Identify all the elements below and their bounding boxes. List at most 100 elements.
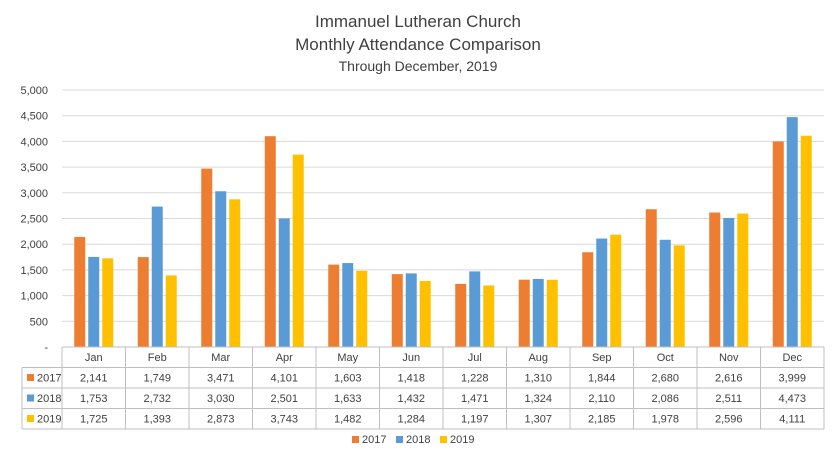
bar-2019-feb	[165, 275, 177, 347]
data-label: 1,228	[461, 373, 489, 385]
bar-2017-jul	[455, 283, 467, 347]
data-label: 2,873	[207, 414, 235, 426]
y-tick-label: -	[44, 342, 48, 354]
data-label: 1,284	[397, 414, 425, 426]
data-label: 2,501	[270, 393, 298, 405]
x-category-label: Apr	[276, 352, 293, 364]
data-label: 1,725	[80, 414, 108, 426]
x-category-label: Oct	[657, 352, 674, 364]
y-tick-label: 4,000	[20, 136, 48, 148]
y-tick-label: 2,500	[20, 214, 48, 226]
legend-swatch	[440, 436, 447, 443]
table-series-label: 2019	[37, 414, 61, 426]
bar-2019-aug	[546, 279, 558, 347]
data-label: 1,978	[651, 414, 679, 426]
bar-2018-sep	[596, 238, 608, 347]
data-label: 1,324	[524, 393, 552, 405]
x-category-label: Dec	[782, 352, 802, 364]
data-label: 1,197	[461, 414, 489, 426]
data-label: 1,471	[461, 393, 489, 405]
bar-2018-feb	[151, 206, 163, 347]
bar-2017-jan	[74, 236, 86, 347]
bar-2019-oct	[673, 245, 685, 347]
data-label: 2,680	[651, 373, 679, 385]
data-label: 1,432	[397, 393, 425, 405]
bar-2018-oct	[659, 239, 671, 347]
data-label: 2,086	[651, 393, 679, 405]
x-category-label: Sep	[592, 352, 612, 364]
bar-2018-jul	[469, 271, 481, 347]
x-category-label: Jun	[402, 352, 420, 364]
chart-title-line-1: Immanuel Lutheran Church	[315, 12, 521, 31]
data-label: 3,030	[207, 393, 235, 405]
data-label: 3,743	[270, 414, 298, 426]
table-series-label: 2018	[37, 393, 61, 405]
bar-2017-oct	[645, 209, 657, 347]
data-label: 2,110	[588, 393, 615, 405]
y-tick-label: 500	[30, 316, 48, 328]
bar-2018-jun	[405, 273, 417, 347]
data-label: 4,101	[270, 373, 298, 385]
data-label: 4,473	[778, 393, 806, 405]
table-series-label: 2017	[37, 373, 61, 385]
data-label: 2,185	[588, 414, 616, 426]
table-legend-swatch	[27, 394, 34, 402]
data-label: 2,732	[143, 393, 171, 405]
y-tick-label: 5,000	[20, 85, 48, 97]
y-tick-label: 4,500	[20, 111, 48, 123]
data-label: 2,596	[715, 414, 743, 426]
legend: 2017 2018 2019	[352, 434, 474, 446]
bar-2018-mar	[215, 191, 227, 347]
data-label: 3,999	[778, 373, 806, 385]
bar-2017-dec	[772, 141, 784, 347]
bar-2019-nov	[737, 213, 749, 347]
bar-2019-sep	[610, 234, 622, 347]
bar-2018-apr	[278, 218, 290, 347]
bar-2017-may	[328, 264, 340, 347]
y-tick-label: 3,000	[20, 188, 48, 200]
data-label: 1,418	[397, 373, 425, 385]
bar-2018-jan	[88, 256, 100, 347]
bar-2019-jun	[419, 281, 431, 347]
gridlines	[62, 89, 824, 322]
bar-2017-sep	[582, 252, 594, 347]
data-table: Jan Feb Mar Apr May Jun Jul Aug Sep Oct Nov Dec 2017…	[21, 346, 825, 430]
x-category-label: Feb	[148, 352, 167, 364]
y-tick-label: 1,500	[20, 265, 48, 277]
data-label: 1,393	[143, 414, 171, 426]
bar-2017-nov	[709, 212, 721, 347]
bar-2018-dec	[786, 117, 798, 347]
bar-2017-jun	[391, 274, 403, 347]
bar-2017-mar	[201, 168, 213, 347]
data-label: 3,471	[207, 373, 235, 385]
data-label: 1,749	[143, 373, 171, 385]
bar-2019-mar	[229, 199, 241, 347]
legend-entry-label: 2019	[450, 434, 474, 446]
chart-subtitle: Through December, 2019	[339, 58, 498, 74]
bar-2017-apr	[264, 136, 276, 347]
data-label: 1,307	[524, 414, 552, 426]
bar-2018-nov	[723, 217, 735, 347]
data-label: 2,511	[715, 393, 742, 405]
data-label: 1,753	[80, 393, 108, 405]
x-category-label: Jul	[468, 352, 482, 364]
y-axis-tick-labels: - 500 1,000 1,500 2,000 2,500 3,000 3,500 4,000 4…	[20, 85, 48, 354]
table-legend-swatch	[27, 415, 34, 422]
x-category-label: Jan	[85, 352, 103, 364]
bar-2017-feb	[137, 257, 149, 347]
x-category-label: Nov	[719, 352, 739, 364]
chart-title-line-2: Monthly Attendance Comparison	[295, 35, 541, 54]
x-category-label: Aug	[528, 352, 548, 364]
table-legend-swatch	[27, 374, 34, 381]
data-label: 1,603	[334, 373, 362, 385]
data-label: 2,141	[80, 373, 108, 385]
x-category-label: May	[337, 352, 358, 364]
bar-2019-may	[356, 270, 368, 347]
chart-title: Immanuel Lutheran Church Monthly Attenda…	[295, 12, 541, 74]
data-label: 2,616	[715, 373, 743, 385]
bar-2017-aug	[518, 279, 530, 347]
data-label: 1,633	[334, 393, 362, 405]
bar-2018-may	[342, 263, 354, 347]
legend-swatch	[352, 436, 359, 443]
